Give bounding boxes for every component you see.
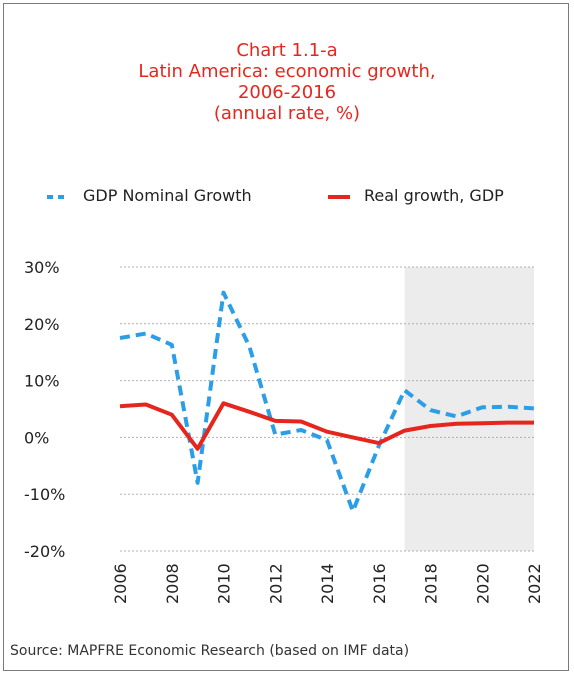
x-tick-label: 2020 <box>473 563 492 604</box>
y-tick-label: 0% <box>24 428 49 447</box>
y-tick-label: 10% <box>24 372 60 391</box>
x-tick-label: 2010 <box>215 563 234 604</box>
y-tick-label: 30% <box>24 258 60 277</box>
chart-title-line3: 2006-2016 <box>237 82 337 103</box>
legend-item-nominal: GDP Nominal Growth <box>47 186 252 205</box>
legend-label-real: Real growth, GDP <box>364 186 504 205</box>
x-tick-label: 2012 <box>266 563 285 604</box>
chart-title-line1: Chart 1.1-a <box>236 40 338 61</box>
legend-label-nominal: GDP Nominal Growth <box>83 186 252 205</box>
y-tick-label: -10% <box>24 485 65 504</box>
legend-item-real: Real growth, GDP <box>328 186 504 205</box>
chart-title: Chart 1.1-a Latin America: economic grow… <box>0 40 574 124</box>
chart-frame <box>3 3 569 671</box>
legend-swatch-real <box>328 194 350 199</box>
x-tick-label: 2014 <box>318 563 337 604</box>
x-tick-label: 2016 <box>370 563 389 604</box>
legend-swatch-nominal <box>47 194 69 199</box>
source-note: Source: MAPFRE Economic Research (based … <box>10 643 410 659</box>
x-tick-label: 2018 <box>422 563 441 604</box>
forecast-shaded-region <box>404 267 534 551</box>
x-tick-label: 2022 <box>525 563 544 604</box>
y-tick-label: -20% <box>24 542 65 561</box>
chart-title-line4: (annual rate, %) <box>213 103 361 124</box>
x-tick-label: 2008 <box>163 563 182 604</box>
x-tick-label: 2006 <box>111 563 130 604</box>
y-tick-label: 20% <box>24 315 60 334</box>
chart-title-line2: Latin America: economic growth, <box>138 61 436 82</box>
